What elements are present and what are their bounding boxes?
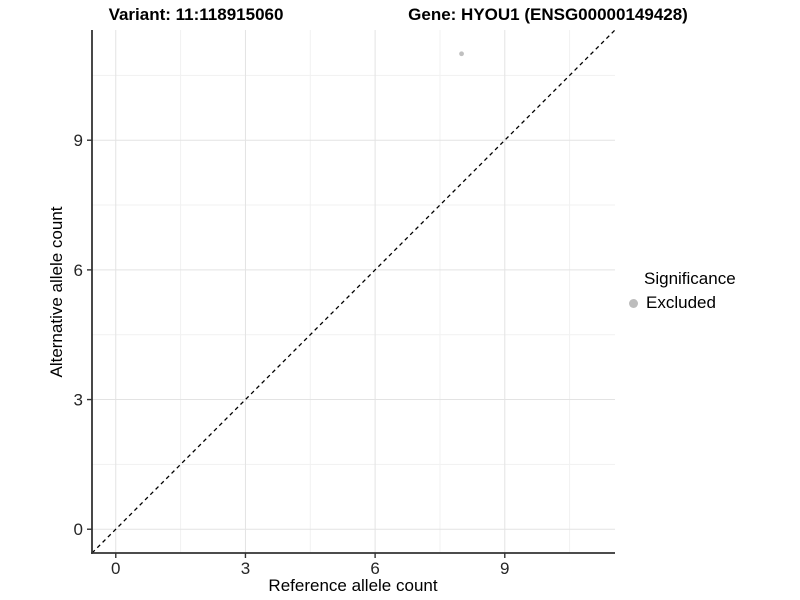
y-tick-label: 0	[74, 520, 83, 539]
legend-item-excluded: Excluded	[629, 293, 736, 313]
legend-title: Significance	[644, 269, 736, 288]
x-tick-label: 3	[241, 559, 250, 578]
excluded-point-icon	[629, 298, 638, 308]
y-axis-title: Alternative allele count	[47, 206, 66, 378]
legend: Significance Excluded	[629, 269, 736, 313]
x-tick-label: 0	[111, 559, 120, 578]
x-tick-label: 9	[500, 559, 509, 578]
y-tick-label: 6	[74, 261, 83, 280]
x-tick-label: 6	[370, 559, 379, 578]
y-tick-label: 3	[74, 391, 83, 410]
gene-title: Gene: HYOU1 (ENSG00000149428)	[408, 5, 688, 24]
variant-title: Variant: 11:118915060	[108, 5, 284, 24]
legend-item-label: Excluded	[646, 293, 716, 312]
y-tick-label: 9	[74, 131, 83, 150]
data-point	[459, 51, 464, 57]
identity-line	[91, 29, 616, 554]
x-axis-title: Reference allele count	[268, 576, 438, 595]
